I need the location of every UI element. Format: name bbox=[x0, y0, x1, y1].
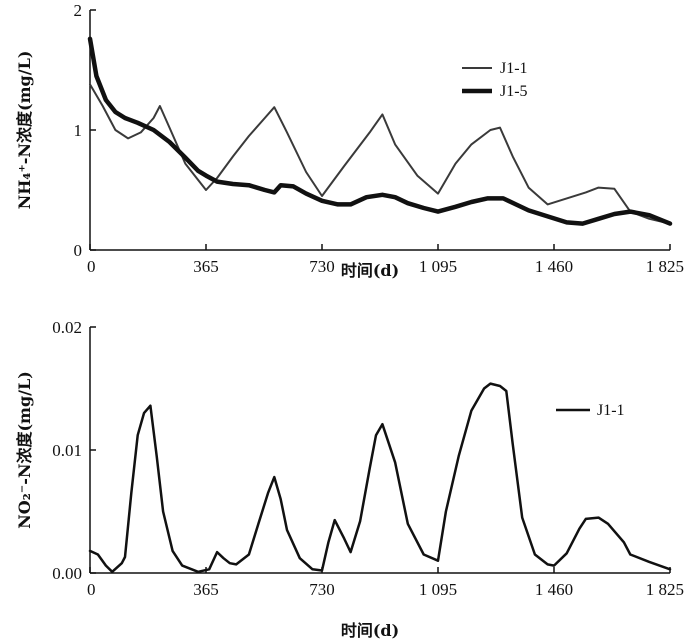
x-tick-label: 1 095 bbox=[419, 580, 457, 599]
chart-1: 0 365 730 1 095 1 460 1 825 0 1 2 时间(d) NH₄⁺-N浓度(m… bbox=[15, 1, 684, 280]
y-tick-label: 2 bbox=[74, 1, 83, 20]
x-tick-label: 1 825 bbox=[646, 257, 684, 276]
x-tick-label: 1 825 bbox=[646, 580, 684, 599]
y-tick-label: 1 bbox=[74, 121, 83, 140]
x-tick-label: 1 460 bbox=[535, 580, 573, 599]
x-tick-label: 365 bbox=[193, 257, 219, 276]
x-axis-label: 时间(d) bbox=[341, 621, 399, 640]
y-axis-label: NH₄⁺-N浓度(mg/L) bbox=[15, 51, 34, 210]
y-tick-label: 0 bbox=[74, 241, 83, 260]
x-tick-label: 730 bbox=[309, 257, 335, 276]
x-axis-label: 时间(d) bbox=[341, 261, 399, 280]
y-axis-label: NO₂⁻-N浓度(mg/L) bbox=[15, 371, 34, 529]
legend-label: J1-5 bbox=[500, 83, 528, 100]
x-tick-label: 365 bbox=[193, 580, 219, 599]
x-tick-label: 0 bbox=[87, 580, 96, 599]
x-tick-label: 1 460 bbox=[535, 257, 573, 276]
series-line-j1-1 bbox=[89, 83, 671, 225]
series-line-j1-5 bbox=[87, 36, 673, 226]
x-tick-label: 1 095 bbox=[419, 257, 457, 276]
chart-2: 0 365 730 1 095 1 460 1 825 0.00 0.01 0.02 时间(d) N… bbox=[15, 318, 684, 640]
y-tick-label: 0.00 bbox=[52, 564, 82, 583]
legend-label: J1-1 bbox=[500, 60, 528, 77]
legend-label: J1-1 bbox=[597, 402, 625, 419]
x-tick-label: 0 bbox=[87, 257, 96, 276]
x-tick-label: 730 bbox=[309, 580, 335, 599]
series-line-j1-1 bbox=[88, 382, 672, 574]
y-tick-label: 0.02 bbox=[52, 318, 82, 337]
y-tick-label: 0.01 bbox=[52, 441, 82, 460]
